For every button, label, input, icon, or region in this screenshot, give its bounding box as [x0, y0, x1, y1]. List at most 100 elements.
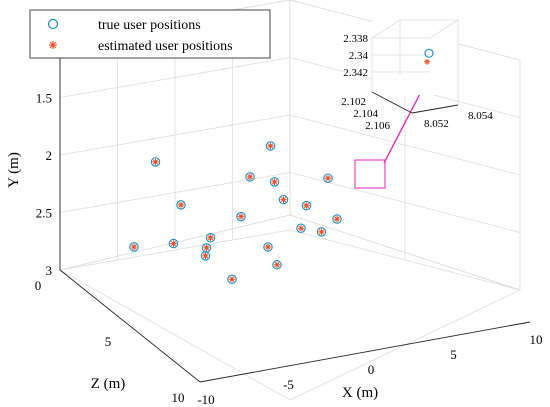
asterisk-stroke	[265, 244, 271, 250]
asterisk-stroke	[247, 174, 253, 180]
true-position-point	[265, 141, 276, 151]
legend: true user positions estimated user posit…	[29, 9, 271, 59]
estimated-position-point	[264, 243, 272, 251]
z-tick-labels: 0 5 10	[35, 278, 185, 405]
estimated-position-point	[246, 173, 254, 181]
x-tick-labels: -10 -5 0 5 10	[197, 332, 542, 407]
y-tick-labels: 11.522.53	[36, 33, 52, 278]
x-axis-label: X (m)	[342, 385, 378, 401]
true-position-point	[296, 223, 306, 234]
x-tick-label: 0	[368, 362, 375, 377]
x-tick-label: 5	[450, 347, 457, 362]
asterisk-stroke	[203, 245, 210, 251]
estimated-position-point	[170, 240, 177, 247]
inset-estimated-point	[424, 58, 431, 65]
legend-true-marker	[47, 18, 59, 30]
estimated-position-point	[228, 276, 236, 283]
legend-estimated-label: estimated user positions	[98, 39, 233, 54]
true-position-point	[263, 242, 273, 252]
inset-y-tick-labels: 2.338 2.34 2.342	[343, 33, 368, 79]
asterisk-stroke	[229, 276, 235, 282]
true-position-point	[301, 200, 312, 211]
asterisk-stroke	[271, 179, 278, 185]
asterisk-stroke	[303, 203, 310, 209]
true-position-point	[332, 214, 342, 224]
grid-line-y	[59, 172, 521, 233]
x-axis-line	[199, 321, 531, 383]
asterisk-stroke	[238, 214, 244, 220]
zoom-arrow-line	[383, 89, 423, 164]
grid-line-y	[59, 229, 521, 291]
y-axis-label: Y (m)	[6, 152, 22, 188]
true-position-point	[227, 274, 237, 285]
asterisk-stroke	[318, 229, 325, 235]
inset-x-tick-labels: 8.052 8.054	[424, 110, 493, 130]
estimated-position-point	[177, 201, 185, 209]
inset-y-tick-label: 2.34	[349, 50, 369, 62]
asterisk-stroke	[178, 202, 184, 208]
estimated-position-point	[130, 243, 138, 251]
inset-y-tick-label: 2.338	[343, 33, 368, 45]
z-tick-label: 10	[172, 390, 185, 405]
true-position-point	[200, 251, 211, 261]
y-tick-label: 3	[46, 263, 53, 278]
floor	[58, 214, 522, 401]
z-tick-label: 0	[35, 278, 42, 293]
true-position-point	[150, 157, 161, 167]
estimated-position-point	[280, 196, 287, 203]
legend-box	[29, 9, 271, 59]
estimated-position-point	[324, 175, 332, 182]
asterisk-stroke	[207, 235, 214, 241]
estimated-position-point	[202, 252, 209, 260]
y-tick-label: 2	[46, 148, 53, 163]
inset-points	[424, 48, 434, 65]
estimated-position-point	[303, 202, 310, 209]
estimated-position-point	[297, 225, 305, 232]
series-true-positions	[129, 141, 342, 285]
inset-z-tick-label: 2.104	[353, 108, 378, 120]
asterisk-stroke	[274, 262, 280, 268]
estimated-position-point	[152, 158, 159, 166]
axis-lines	[59, 40, 531, 383]
true-position-point	[129, 242, 139, 252]
inset-x-tick-label: 8.052	[424, 118, 449, 130]
grid-line-y	[59, 114, 521, 176]
inset-z-axis	[371, 91, 413, 114]
estimated-position-point	[237, 213, 245, 220]
asterisk-stroke	[298, 225, 304, 231]
true-position-point	[323, 173, 333, 183]
asterisk-stroke	[424, 59, 430, 65]
true-position-point	[176, 200, 186, 210]
inset-z-tick-label: 2.102	[341, 96, 366, 108]
grid-line-y	[59, 57, 521, 118]
estimated-position-point	[267, 142, 274, 150]
legend-true-label: true user positions	[98, 18, 201, 33]
true-position-point	[205, 233, 216, 243]
z-axis-label: Z (m)	[91, 376, 126, 392]
true-position-point	[269, 177, 280, 187]
x-tick-label: -5	[283, 377, 294, 392]
estimated-position-point	[271, 178, 278, 186]
true-position-point	[316, 227, 327, 237]
y-tick-label: 2.5	[36, 206, 52, 221]
true-position-point	[278, 194, 289, 205]
asterisk-stroke	[152, 159, 159, 165]
y-tick-label: 1.5	[36, 91, 52, 106]
true-position-point	[168, 238, 179, 249]
estimated-position-point	[207, 234, 214, 241]
estimated-position-point	[318, 228, 325, 236]
asterisk-stroke	[334, 216, 340, 222]
z-axis-line	[59, 269, 201, 383]
z-tick-label: 5	[105, 334, 112, 349]
asterisk-stroke	[170, 240, 177, 247]
x-tick-label: -10	[197, 392, 214, 407]
inset-x-tick-label: 8.054	[468, 110, 493, 122]
inset-true-point	[424, 48, 434, 58]
asterisk-stroke	[131, 244, 137, 250]
inset-x-axis	[411, 104, 459, 114]
x-tick-label: 10	[530, 332, 543, 347]
asterisk-stroke	[280, 197, 287, 203]
